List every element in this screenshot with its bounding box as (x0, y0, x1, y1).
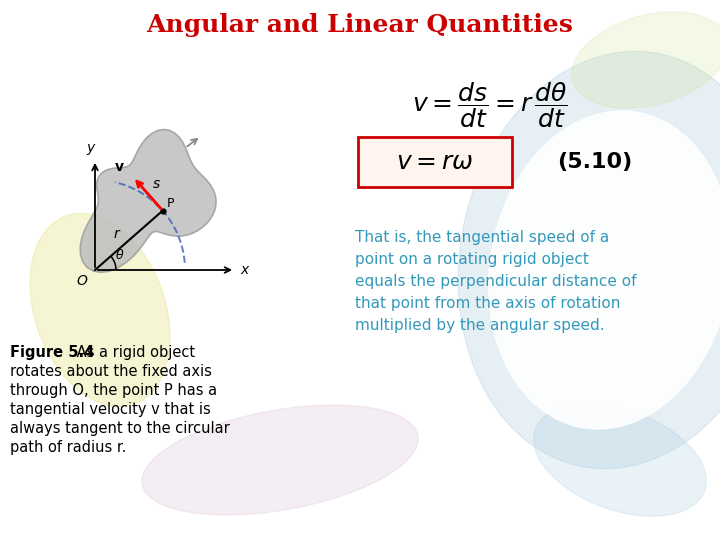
Text: $v = \dfrac{ds}{dt} = r\,\dfrac{d\theta}{dt}$: $v = \dfrac{ds}{dt} = r\,\dfrac{d\theta}… (412, 80, 568, 130)
Text: Angular and Linear Quantities: Angular and Linear Quantities (147, 13, 573, 37)
Text: v: v (114, 160, 124, 174)
Text: always tangent to the circular: always tangent to the circular (10, 421, 230, 436)
Text: rotates about the fixed axis: rotates about the fixed axis (10, 364, 212, 379)
Text: through O, the point P has a: through O, the point P has a (10, 383, 217, 398)
Text: equals the perpendicular distance of: equals the perpendicular distance of (355, 274, 636, 289)
Polygon shape (80, 130, 216, 272)
Text: y: y (86, 141, 94, 155)
FancyBboxPatch shape (358, 137, 512, 187)
Text: tangential velocity v that is: tangential velocity v that is (10, 402, 211, 417)
Text: that point from the axis of rotation: that point from the axis of rotation (355, 296, 621, 311)
Text: O: O (76, 274, 87, 288)
Ellipse shape (572, 12, 720, 108)
Ellipse shape (30, 213, 170, 407)
Ellipse shape (489, 111, 720, 429)
Text: (5.10): (5.10) (557, 152, 633, 172)
Text: x: x (240, 263, 248, 277)
Ellipse shape (534, 404, 706, 516)
Text: point on a rotating rigid object: point on a rotating rigid object (355, 252, 589, 267)
Text: P: P (166, 197, 174, 210)
Ellipse shape (458, 51, 720, 469)
Text: $v = r\omega$: $v = r\omega$ (396, 150, 474, 174)
Ellipse shape (142, 405, 418, 515)
Text: path of radius r.: path of radius r. (10, 440, 127, 455)
Text: That is, the tangential speed of a: That is, the tangential speed of a (355, 230, 609, 245)
Text: s: s (153, 177, 161, 191)
Text: Figure 5.4: Figure 5.4 (10, 345, 94, 360)
Text: $\theta$: $\theta$ (115, 248, 125, 262)
Text: multiplied by the angular speed.: multiplied by the angular speed. (355, 318, 605, 333)
Text: As a rigid object: As a rigid object (72, 345, 195, 360)
Text: r: r (114, 227, 120, 241)
